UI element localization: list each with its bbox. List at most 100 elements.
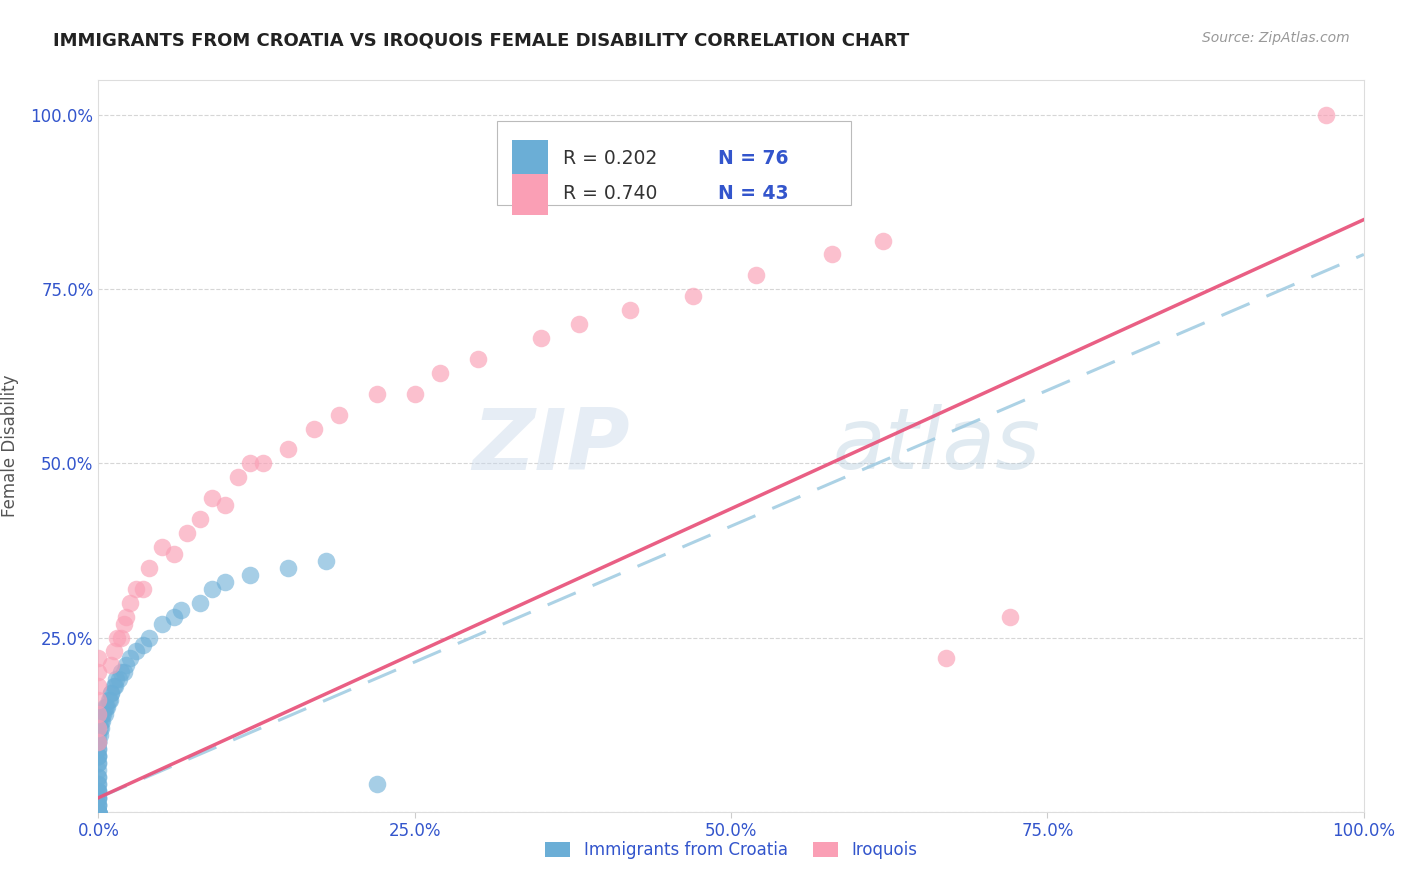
Point [103,644,125,658]
Point [87,742,110,756]
Point [87,735,110,749]
Point [239,457,262,471]
Point [87,805,110,819]
Point [277,442,299,457]
Point [87,805,110,819]
Bar [512,140,547,180]
Point [87,707,110,722]
Point [110,665,132,680]
Point [821,247,844,261]
Point [87,735,110,749]
Point [87,784,110,798]
Point [100,686,122,700]
Point [89,721,111,735]
Point [315,554,337,568]
Point [226,470,249,484]
Point [201,491,224,506]
Point [87,651,110,665]
Point [87,777,110,791]
Point [87,805,110,819]
Point [87,735,110,749]
Point [103,679,125,693]
Point [935,651,957,665]
Point [150,540,173,554]
Point [125,582,148,596]
Point [120,596,141,610]
Point [125,644,148,658]
Point [87,805,110,819]
Point [112,665,135,680]
Point [91,707,114,722]
Point [745,268,768,283]
Point [87,749,110,764]
Point [87,693,110,707]
FancyBboxPatch shape [498,120,851,204]
Point [87,728,110,742]
Point [120,651,141,665]
Point [132,582,155,596]
Point [87,749,110,764]
Point [188,512,211,526]
Point [682,289,704,303]
Text: R = 0.740: R = 0.740 [562,184,657,202]
Point [467,351,489,366]
Point [87,805,110,819]
Point [201,582,224,596]
Point [104,679,127,693]
Point [530,331,553,345]
Point [87,749,110,764]
Point [87,805,110,819]
Point [87,756,110,770]
Point [115,609,138,624]
Point [87,805,110,819]
Point [87,797,110,812]
Point [87,805,110,819]
Point [214,498,236,512]
Point [138,631,160,645]
Point [176,526,198,541]
Point [87,770,110,784]
Text: N = 43: N = 43 [718,184,789,202]
Text: ZIP: ZIP [472,404,630,488]
Point [87,790,110,805]
Point [87,770,110,784]
Point [110,631,132,645]
Point [239,567,262,582]
Point [87,777,110,791]
Point [87,805,110,819]
Point [87,784,110,798]
Point [87,805,110,819]
Point [91,714,114,728]
Point [87,679,110,693]
Point [132,638,155,652]
Point [87,790,110,805]
Point [87,805,110,819]
Point [87,735,110,749]
Point [87,797,110,812]
Point [138,561,160,575]
Point [112,616,135,631]
Point [87,797,110,812]
Point [87,665,110,680]
Point [90,721,112,735]
Point [568,317,591,331]
Point [107,673,129,687]
Point [277,561,299,575]
Text: atlas: atlas [832,404,1040,488]
Point [87,756,110,770]
Text: N = 76: N = 76 [718,149,789,168]
Point [87,742,110,756]
Point [366,386,388,401]
Point [87,784,110,798]
Point [150,616,173,631]
Text: Source: ZipAtlas.com: Source: ZipAtlas.com [1202,31,1350,45]
Point [214,574,236,589]
Bar [512,175,547,215]
Text: R = 0.202: R = 0.202 [562,149,657,168]
Point [94,700,117,714]
Point [98,693,121,707]
Legend: Immigrants from Croatia, Iroquois: Immigrants from Croatia, Iroquois [538,834,924,865]
Point [302,421,325,435]
Point [100,658,122,673]
Point [100,686,122,700]
